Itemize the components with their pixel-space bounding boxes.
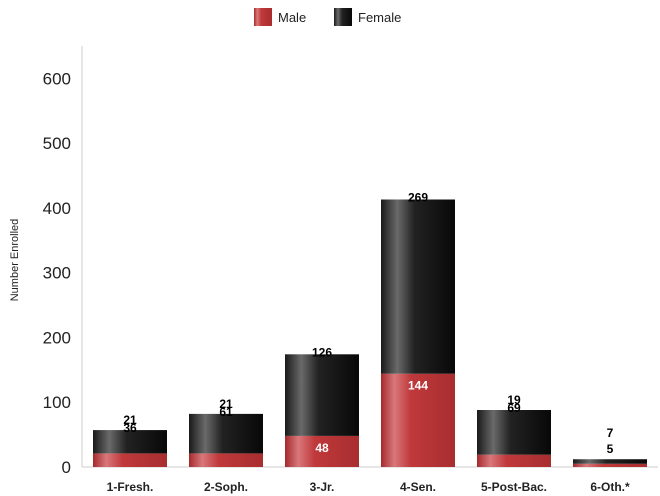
bar-male-3 — [285, 435, 359, 467]
data-label-female: 69 — [507, 401, 521, 415]
bar-female-5 — [477, 410, 551, 455]
data-label-male: 144 — [408, 379, 428, 393]
x-tick-label: 4-Sen. — [400, 480, 436, 494]
legend-label-female: Female — [358, 10, 401, 25]
bar-female-3 — [285, 354, 359, 436]
y-tick-label: 0 — [62, 458, 71, 477]
x-tick-label: 2-Soph. — [204, 480, 248, 494]
bar-male-4 — [381, 373, 455, 467]
bars — [93, 199, 647, 467]
bar-male-5 — [477, 454, 551, 467]
bar-female-4 — [381, 199, 455, 374]
bar-female-2 — [189, 413, 263, 454]
y-tick-label: 400 — [43, 199, 71, 218]
bar-male-6 — [573, 463, 647, 467]
y-axis-label: Number Enrolled — [9, 219, 21, 302]
x-tick-label: 1-Fresh. — [107, 480, 154, 494]
data-label-male: 21 — [219, 397, 233, 411]
legend-swatch-female — [334, 8, 352, 26]
bar-male-1 — [93, 453, 167, 467]
bar-female-6 — [573, 459, 647, 464]
y-tick-label: 600 — [43, 69, 71, 88]
y-tick-label: 200 — [43, 328, 71, 347]
data-label-male: 21 — [123, 413, 137, 427]
y-tick-label: 500 — [43, 134, 71, 153]
x-tick-label: 5-Post-Bac. — [481, 480, 547, 494]
bar-female-1 — [93, 430, 167, 454]
y-tick-label: 100 — [43, 393, 71, 412]
data-label-male: 5 — [607, 442, 614, 456]
data-label-female: 36 — [123, 421, 137, 435]
y-tick-label: 300 — [43, 264, 71, 283]
data-label-female: 61 — [219, 405, 233, 419]
data-label-female: 126 — [312, 345, 332, 359]
data-label-male: 19 — [507, 393, 521, 407]
legend-label-male: Male — [278, 10, 306, 25]
x-tick-label: 3-Jr. — [310, 480, 335, 494]
data-label-female: 7 — [607, 426, 614, 440]
legend: Male Female — [254, 8, 401, 26]
data-label-male: 48 — [315, 441, 329, 455]
axes: 0 100 200 300 400 500 600 Number Enrolled 1-Fres… — [9, 46, 658, 494]
x-tick-label: 6-Oth.* — [590, 480, 630, 494]
data-label-female: 269 — [408, 191, 428, 205]
bar-male-2 — [189, 453, 263, 467]
legend-swatch-male — [254, 8, 272, 26]
